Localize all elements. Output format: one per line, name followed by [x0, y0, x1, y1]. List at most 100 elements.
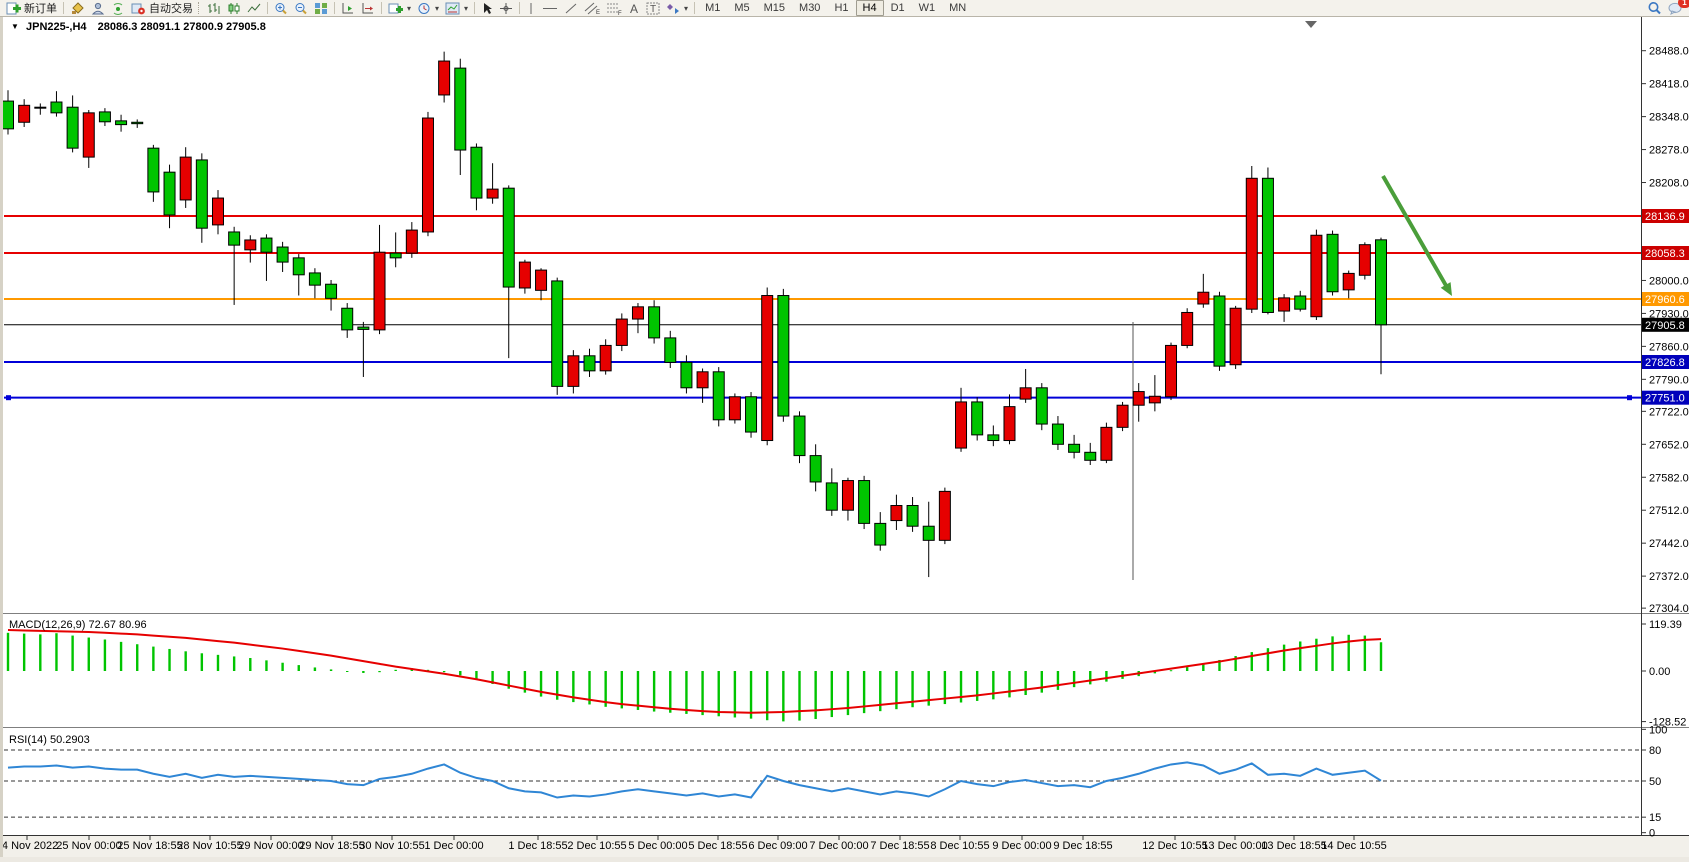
- crosshair-button[interactable]: [496, 0, 516, 16]
- timeframe-MN[interactable]: MN: [949, 2, 967, 14]
- notifications-button[interactable]: 1: [1665, 0, 1689, 16]
- timeframe-D1[interactable]: D1: [890, 2, 905, 14]
- candle: [858, 480, 871, 524]
- time-tick-label: 7 Dec 00:00: [809, 840, 868, 852]
- tile-windows-button[interactable]: [311, 0, 331, 16]
- search-button[interactable]: [1644, 0, 1665, 16]
- candle: [1084, 451, 1097, 461]
- timeframe-H4[interactable]: H4: [855, 0, 884, 16]
- macd-histogram-bar: [1040, 671, 1043, 693]
- text-tool-button[interactable]: A: [625, 0, 643, 16]
- hline-handle[interactable]: [1627, 395, 1632, 401]
- candle: [777, 295, 790, 417]
- zoom-in-icon: [274, 2, 288, 15]
- trendline-tool-button[interactable]: [561, 0, 581, 16]
- new-chart-button[interactable]: ▾: [385, 0, 414, 16]
- macd-histogram-bar: [669, 671, 672, 713]
- timeframe-H1[interactable]: H1: [834, 2, 849, 14]
- candle: [1326, 233, 1339, 293]
- macd-histogram-bar: [184, 651, 187, 671]
- price-axis[interactable]: 28488.0 28418.0 28348.0 28278.0 28208.0 28000…: [3, 17, 1689, 840]
- horizontal-line-tool-button[interactable]: [539, 0, 561, 16]
- macd-histogram-bar: [394, 669, 397, 671]
- macd-histogram-bar: [733, 671, 737, 718]
- macd-histogram-bar: [1185, 667, 1189, 671]
- time-tick-label: 29 Nov 18:55: [299, 840, 364, 852]
- auto-trading-button[interactable]: 自动交易: [128, 0, 196, 16]
- cursor-button[interactable]: [478, 0, 496, 16]
- macd-histogram-bar: [281, 662, 284, 671]
- rsi-tick-label: 15: [1649, 812, 1661, 824]
- candle: [389, 252, 402, 259]
- macd-histogram-bar: [765, 671, 769, 721]
- candle: [470, 146, 483, 199]
- equidistant-channel-tool-button[interactable]: E: [581, 0, 603, 16]
- auto-scroll-icon: [341, 2, 355, 15]
- timeframe-M15[interactable]: M15: [763, 2, 786, 14]
- time-tick-label: 5 Dec 18:55: [688, 840, 747, 852]
- collapse-triangle-icon[interactable]: ▼: [11, 22, 19, 31]
- shapes-tool-button[interactable]: ▾: [663, 0, 691, 16]
- macd-histogram-bar: [1347, 634, 1350, 671]
- label-icon: T: [646, 2, 660, 15]
- vertical-line-tool-button[interactable]: [523, 0, 539, 16]
- timeframe-M1[interactable]: M1: [705, 2, 721, 14]
- candle: [518, 261, 531, 289]
- macd-histogram-bar: [782, 671, 785, 722]
- candle: [1116, 404, 1129, 428]
- zoom-out-button[interactable]: [291, 0, 311, 16]
- chart-shift-marker[interactable]: [1305, 21, 1317, 28]
- line-chart-button[interactable]: [244, 0, 264, 16]
- new-order-button[interactable]: 新订单: [3, 0, 60, 16]
- horizontal-line-icon: [542, 2, 558, 15]
- timeframe-M30[interactable]: M30: [799, 2, 821, 14]
- rsi-pane: RSI(14) 50.2903: [4, 734, 1641, 818]
- macd-histogram-bar: [22, 633, 26, 671]
- templates-button[interactable]: ▾: [442, 0, 471, 16]
- candle: [551, 280, 564, 387]
- zoom-in-button[interactable]: [271, 0, 291, 16]
- clock-icon: [417, 2, 431, 15]
- time-tick-label: 25 Nov 00:00: [56, 840, 121, 852]
- bar-chart-button[interactable]: [204, 0, 224, 16]
- macd-histogram-bar: [1234, 656, 1237, 671]
- rsi-line: [7, 761, 1382, 799]
- price-tick-label: 28278.0: [1649, 145, 1689, 157]
- macd-signal-line: [7, 629, 1382, 714]
- rsi-tick-label: 100: [1649, 724, 1667, 736]
- chart-window: ▼ JPN225-,H4 28086.3 28091.1 27800.9 279…: [0, 17, 1689, 857]
- candle: [696, 371, 709, 389]
- candle: [1229, 307, 1242, 366]
- candlestick-chart-button[interactable]: [224, 0, 244, 16]
- macd-histogram-bar: [1072, 671, 1076, 688]
- candlestick-icon: [227, 2, 241, 15]
- macd-histogram-bar: [1105, 671, 1108, 682]
- timeframe-W1[interactable]: W1: [918, 2, 936, 14]
- styler-button[interactable]: [67, 0, 88, 16]
- macd-histogram-bar: [87, 637, 90, 671]
- trend-arrow-annotation[interactable]: [1381, 175, 1452, 296]
- candle: [745, 396, 758, 433]
- candle: [18, 104, 31, 123]
- price-tick-label: 27722.0: [1649, 406, 1689, 418]
- chart-canvas[interactable]: MACD(12,26,9) 72.67 80.96 RSI(14) 50.2903…: [0, 17, 1689, 862]
- pane-separators[interactable]: [3, 613, 1689, 730]
- separator: [63, 2, 64, 14]
- candle: [228, 231, 241, 246]
- macd-tick-label: -128.52: [1649, 717, 1686, 729]
- timeframe-M5[interactable]: M5: [734, 2, 750, 14]
- hline-handle[interactable]: [6, 395, 11, 401]
- fibonacci-tool-button[interactable]: F: [603, 0, 625, 16]
- label-tool-button[interactable]: T: [643, 0, 663, 16]
- chart-shift-button[interactable]: [358, 0, 378, 16]
- macd-histogram-bar: [830, 671, 834, 718]
- rsi-tick-label: 0: [1649, 828, 1655, 840]
- auto-scroll-button[interactable]: [338, 0, 358, 16]
- candle: [1310, 234, 1323, 318]
- profile-button[interactable]: [88, 0, 108, 16]
- candle: [809, 455, 822, 483]
- time-tick-label: 1 Dec 18:55: [508, 840, 567, 852]
- periods-button[interactable]: ▾: [414, 0, 442, 16]
- signals-button[interactable]: [108, 0, 128, 16]
